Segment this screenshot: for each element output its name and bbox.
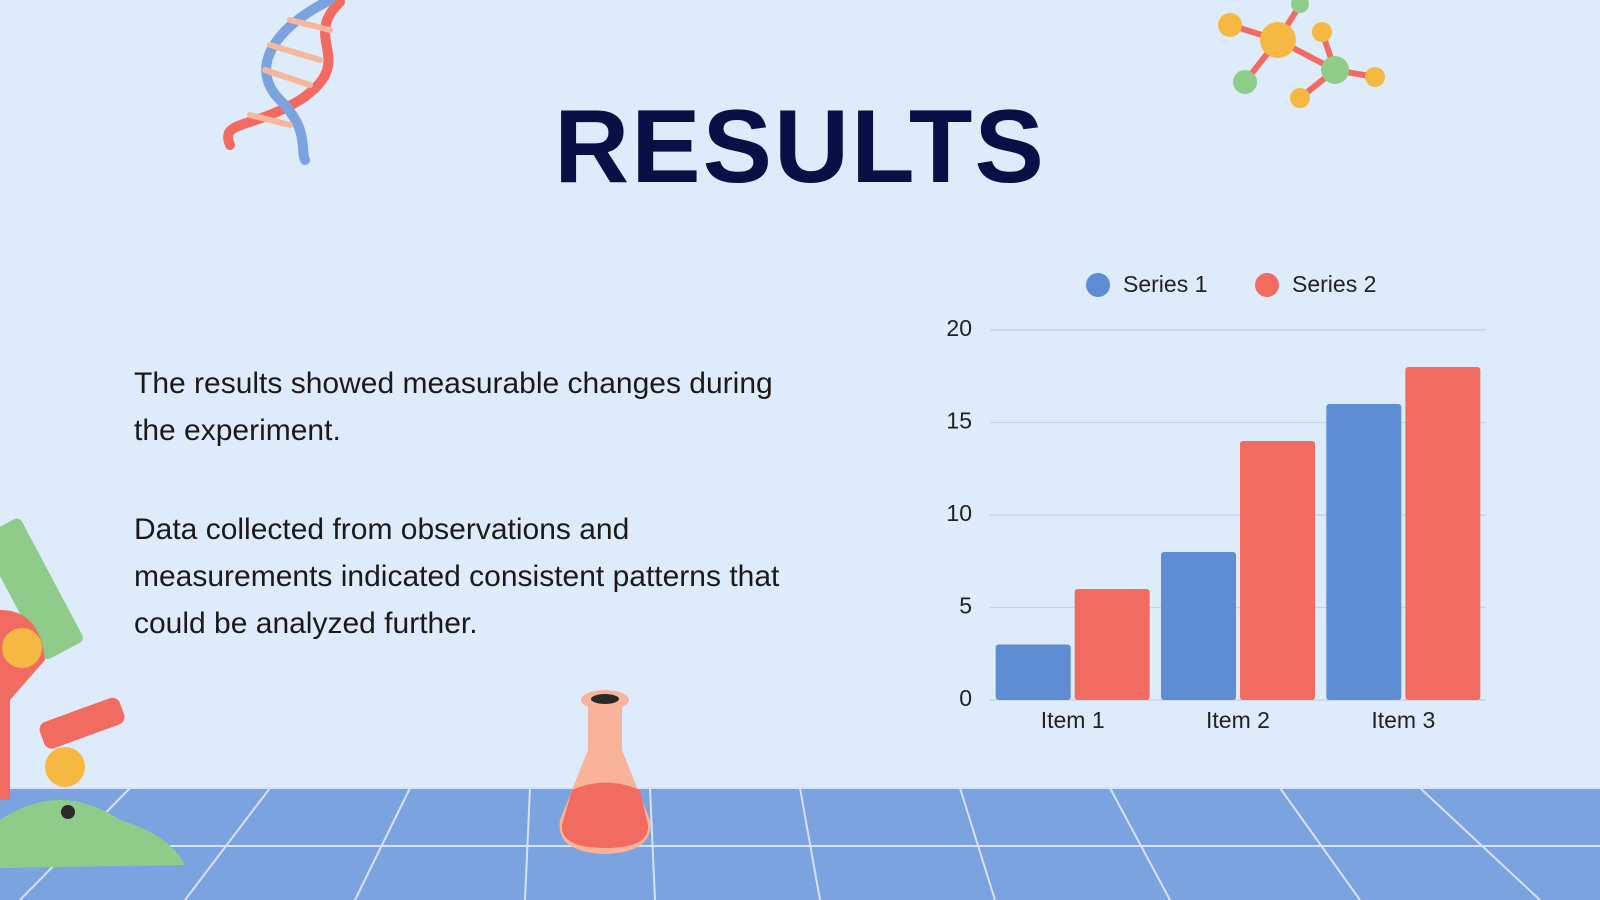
dna-icon	[223, 0, 345, 165]
y-tick-label: 5	[959, 593, 972, 619]
slide-title: RESULTS	[554, 89, 1046, 205]
paragraph: The results showed measurable changes du…	[134, 367, 773, 447]
molecule-icon	[1218, 0, 1385, 108]
bar	[1074, 589, 1150, 700]
legend-marker	[1086, 273, 1110, 297]
y-tick-label: 20	[946, 315, 972, 341]
y-tick-label: 15	[946, 408, 972, 434]
x-tick-label: Item 3	[1371, 707, 1435, 733]
floor	[0, 788, 1600, 900]
x-tick-label: Item 1	[1041, 707, 1105, 733]
bar	[1240, 441, 1315, 700]
legend-label: Series 1	[1123, 271, 1207, 297]
x-tick-label: Item 2	[1206, 707, 1270, 733]
bar	[1405, 367, 1481, 700]
bar	[1326, 404, 1402, 700]
bar	[995, 644, 1071, 700]
y-tick-label: 10	[946, 500, 972, 526]
y-tick-label: 0	[959, 685, 972, 711]
microscope-icon	[0, 518, 185, 868]
floor-grid	[0, 787, 1600, 900]
flask-icon	[559, 690, 651, 854]
paragraph: Data collected from observations and mea…	[134, 513, 780, 640]
legend-marker	[1255, 273, 1279, 297]
bar	[1161, 552, 1236, 700]
legend-label: Series 2	[1292, 271, 1376, 297]
